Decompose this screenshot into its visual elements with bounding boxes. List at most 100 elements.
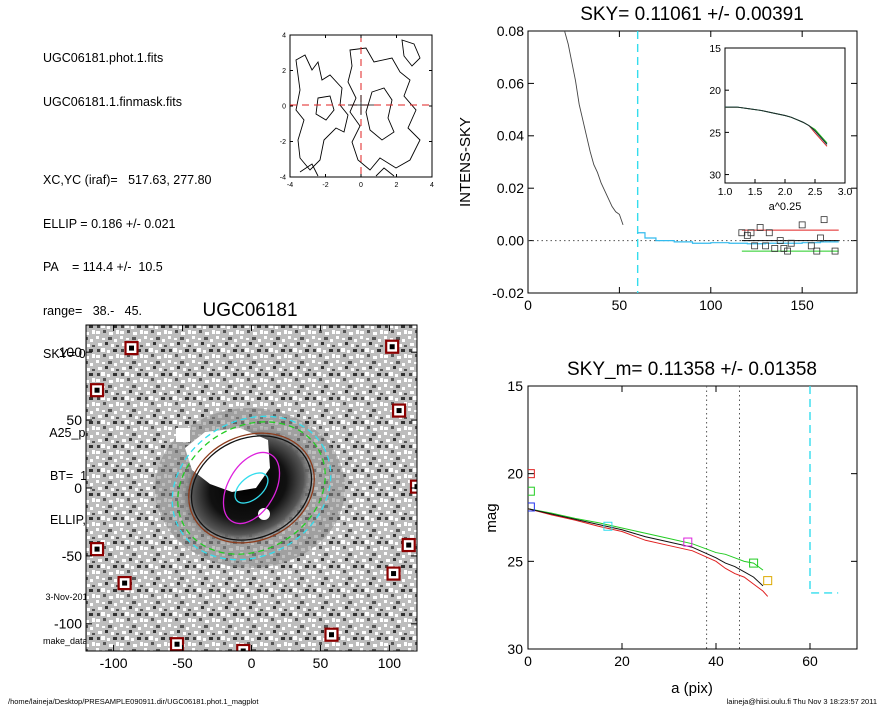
inset-axes: 1.0 1.5 2.0 2.5 3.0 15 20 25 30 [709,43,852,198]
mag-vlines [706,386,839,649]
sky-point [776,237,784,245]
centroid-ytick-label: 4 [282,32,286,39]
image-title: UGC06181 [202,300,297,321]
mag-series-black [528,508,764,587]
masked-region-small [176,428,190,442]
masked-star-core [174,641,180,647]
masked-star-core [396,408,402,414]
mag-xtick-label: 0 [524,653,532,669]
image-ytick-label: 50 [66,412,82,428]
centroid-ytick-label: 2 [282,68,286,75]
mag-xtick-label: 40 [708,653,724,669]
info-center: XC,YC (iraf)= 517.63, 277.80 [43,173,212,187]
masked-star-core [94,546,100,552]
masked-star-core [389,344,395,350]
sky-point [813,247,821,255]
mag-sky-vline [809,386,839,594]
masked-stars [89,339,417,651]
centroid-xtick-label: 0 [359,182,363,189]
sky-point [831,247,839,255]
mag-ylabel: mag [483,503,500,532]
sky-ytick-label: 0.08 [497,23,524,39]
mag-marker-green [749,558,759,568]
masked-star-core [94,387,100,393]
sky-point [756,224,764,231]
mag-marker-magenta [683,537,693,547]
sky-point [817,234,824,242]
image-ytick-label: -50 [62,548,82,564]
masked-star-core [129,345,135,351]
image-xtick-label: 100 [378,655,402,671]
mag-title: SKY_m= 0.11358 +/- 0.01358 [567,359,817,380]
mag-series-red [528,508,769,597]
sky-ytick-label: -0.02 [492,285,524,301]
masked-star-core [406,542,412,548]
sky-xtick-label: 50 [612,297,628,313]
ellipse-black [190,435,313,541]
image-ytick-label: 0 [74,480,82,496]
sky-xtick-label: 100 [699,297,723,313]
ellipse-magenta [222,451,281,525]
ellipse-brown [188,432,315,544]
image-xtick-label: -50 [172,655,192,671]
masked-star-core [328,632,334,638]
inset-xtick-label: 1.0 [718,186,733,198]
mag-series-green [528,508,764,571]
inset-ytick-label: 25 [709,127,721,139]
sky-axes: 0 50 100 150 -0.02 0.00 0.02 0.04 0.06 0.08 [492,23,857,313]
centroid-xtick-label: 2 [395,182,399,189]
ellipse-cyan-inner [234,472,269,504]
sky-ytick-label: 0.04 [497,128,524,144]
sky-point [762,242,770,250]
centroid-xtick-label: 4 [430,182,434,189]
ellipse-cyan-outer [171,415,332,561]
mag-series [528,508,769,597]
sky-point [747,229,755,237]
inset-xtick-label: 3.0 [838,186,853,198]
masked-star-core [391,571,397,577]
sky-point [771,245,779,252]
centroid-ticks: -4 -2 0 2 4 -4 -2 0 2 4 [280,32,434,189]
inset-lines [725,106,828,147]
mag-marker-red [528,469,535,479]
mag-xtick-label: 60 [802,653,818,669]
inset-xtick-label: 2.5 [808,186,823,198]
info-range: range= 38.- 45. [43,303,143,318]
mag-marker-blue [528,502,535,512]
centroid-contours [295,39,421,177]
mag-markers [528,469,773,586]
inset-xlabel: a^0.25 [769,201,802,213]
sky-points [738,216,839,255]
masked-star-core [414,484,417,490]
masked-star-box [409,479,417,494]
sky-point [820,216,828,224]
info-file-phot: UGC06181.phot.1.fits [43,51,164,65]
sky-ytick-label: 0.00 [497,233,524,249]
sky-ytick-label: 0.02 [497,180,524,196]
centroid-plot: -4 -2 0 2 4 -4 -2 0 2 4 [280,32,434,189]
masked-star-box [236,643,251,651]
image-axes: -100 -50 0 50 100 -100 -50 0 50 100 [54,325,417,671]
masked-star-core [240,648,246,651]
inset-ytick-label: 20 [709,85,721,97]
galaxy-image-panel: UGC06181 -100 -50 0 50 100 -100 -50 0 50 100 [54,300,418,671]
mag-ytick-label: 20 [507,466,523,482]
sky-point [798,221,806,229]
footer-user: laineja@hiisi.oulu.fi Thu Nov 3 18:23:57… [727,697,877,706]
inset-ytick-label: 30 [709,170,721,182]
info-file-mask: UGC06181.1.finmask.fits [43,94,182,109]
centroid-xtick-label: -4 [287,182,293,189]
image-ytick-label: -100 [54,616,82,632]
centroid-ytick-label: -4 [280,174,286,181]
image-xtick-label: 50 [313,655,329,671]
masked-star-core [122,580,128,586]
sky-point [751,242,759,250]
masked-region-dot [258,508,270,520]
inset-ytick-label: 15 [709,43,721,55]
mag-xtick-label: 20 [614,653,630,669]
mag-marker-cyan [603,521,613,531]
mag-ytick-label: 25 [507,553,523,569]
inset-profile [725,106,828,145]
mag-marker-green [528,486,535,496]
